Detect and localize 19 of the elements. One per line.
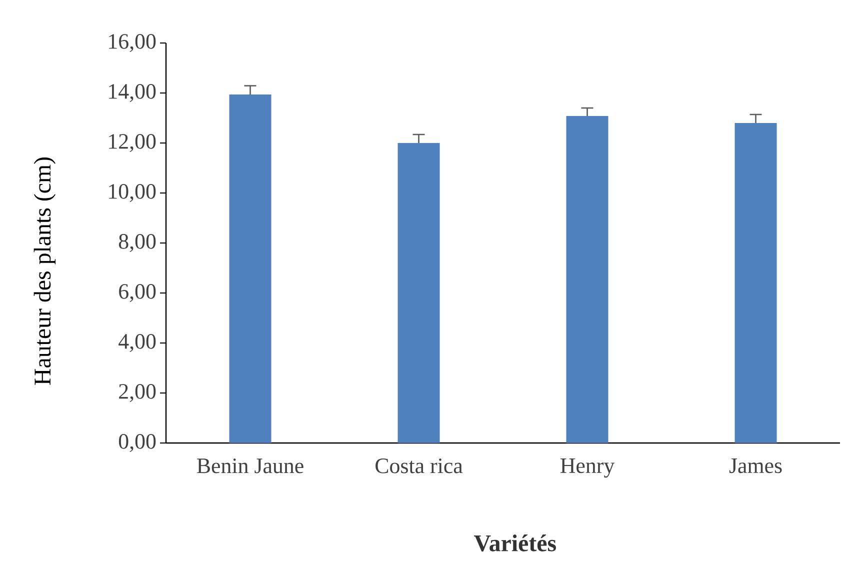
bar — [734, 122, 777, 443]
bar — [566, 116, 608, 443]
bar — [229, 94, 272, 443]
y-tick-label: 0,00 — [118, 434, 156, 452]
x-tick-label: Costa rica — [376, 458, 463, 474]
x-tick-label: James — [729, 458, 782, 474]
y-tick-label: 6,00 — [119, 284, 156, 302]
x-axis-title: Variétés — [474, 534, 556, 552]
y-tick-label: 8,00 — [118, 234, 156, 252]
bar — [398, 142, 440, 443]
y-tick-label: 12,00 — [109, 134, 156, 152]
x-tick-label: Henry — [560, 458, 615, 478]
y-tick-label: 14,00 — [109, 84, 156, 102]
y-tick-label: 10,00 — [109, 184, 156, 202]
y-tick-label: 2,00 — [119, 384, 156, 402]
y-tick-label: 16,00 — [109, 34, 156, 52]
y-tick-label: 4,00 — [118, 334, 156, 352]
x-tick-label: Benin Jaune — [197, 458, 304, 474]
y-axis-title: Hauteur des plants (cm) — [34, 158, 56, 385]
